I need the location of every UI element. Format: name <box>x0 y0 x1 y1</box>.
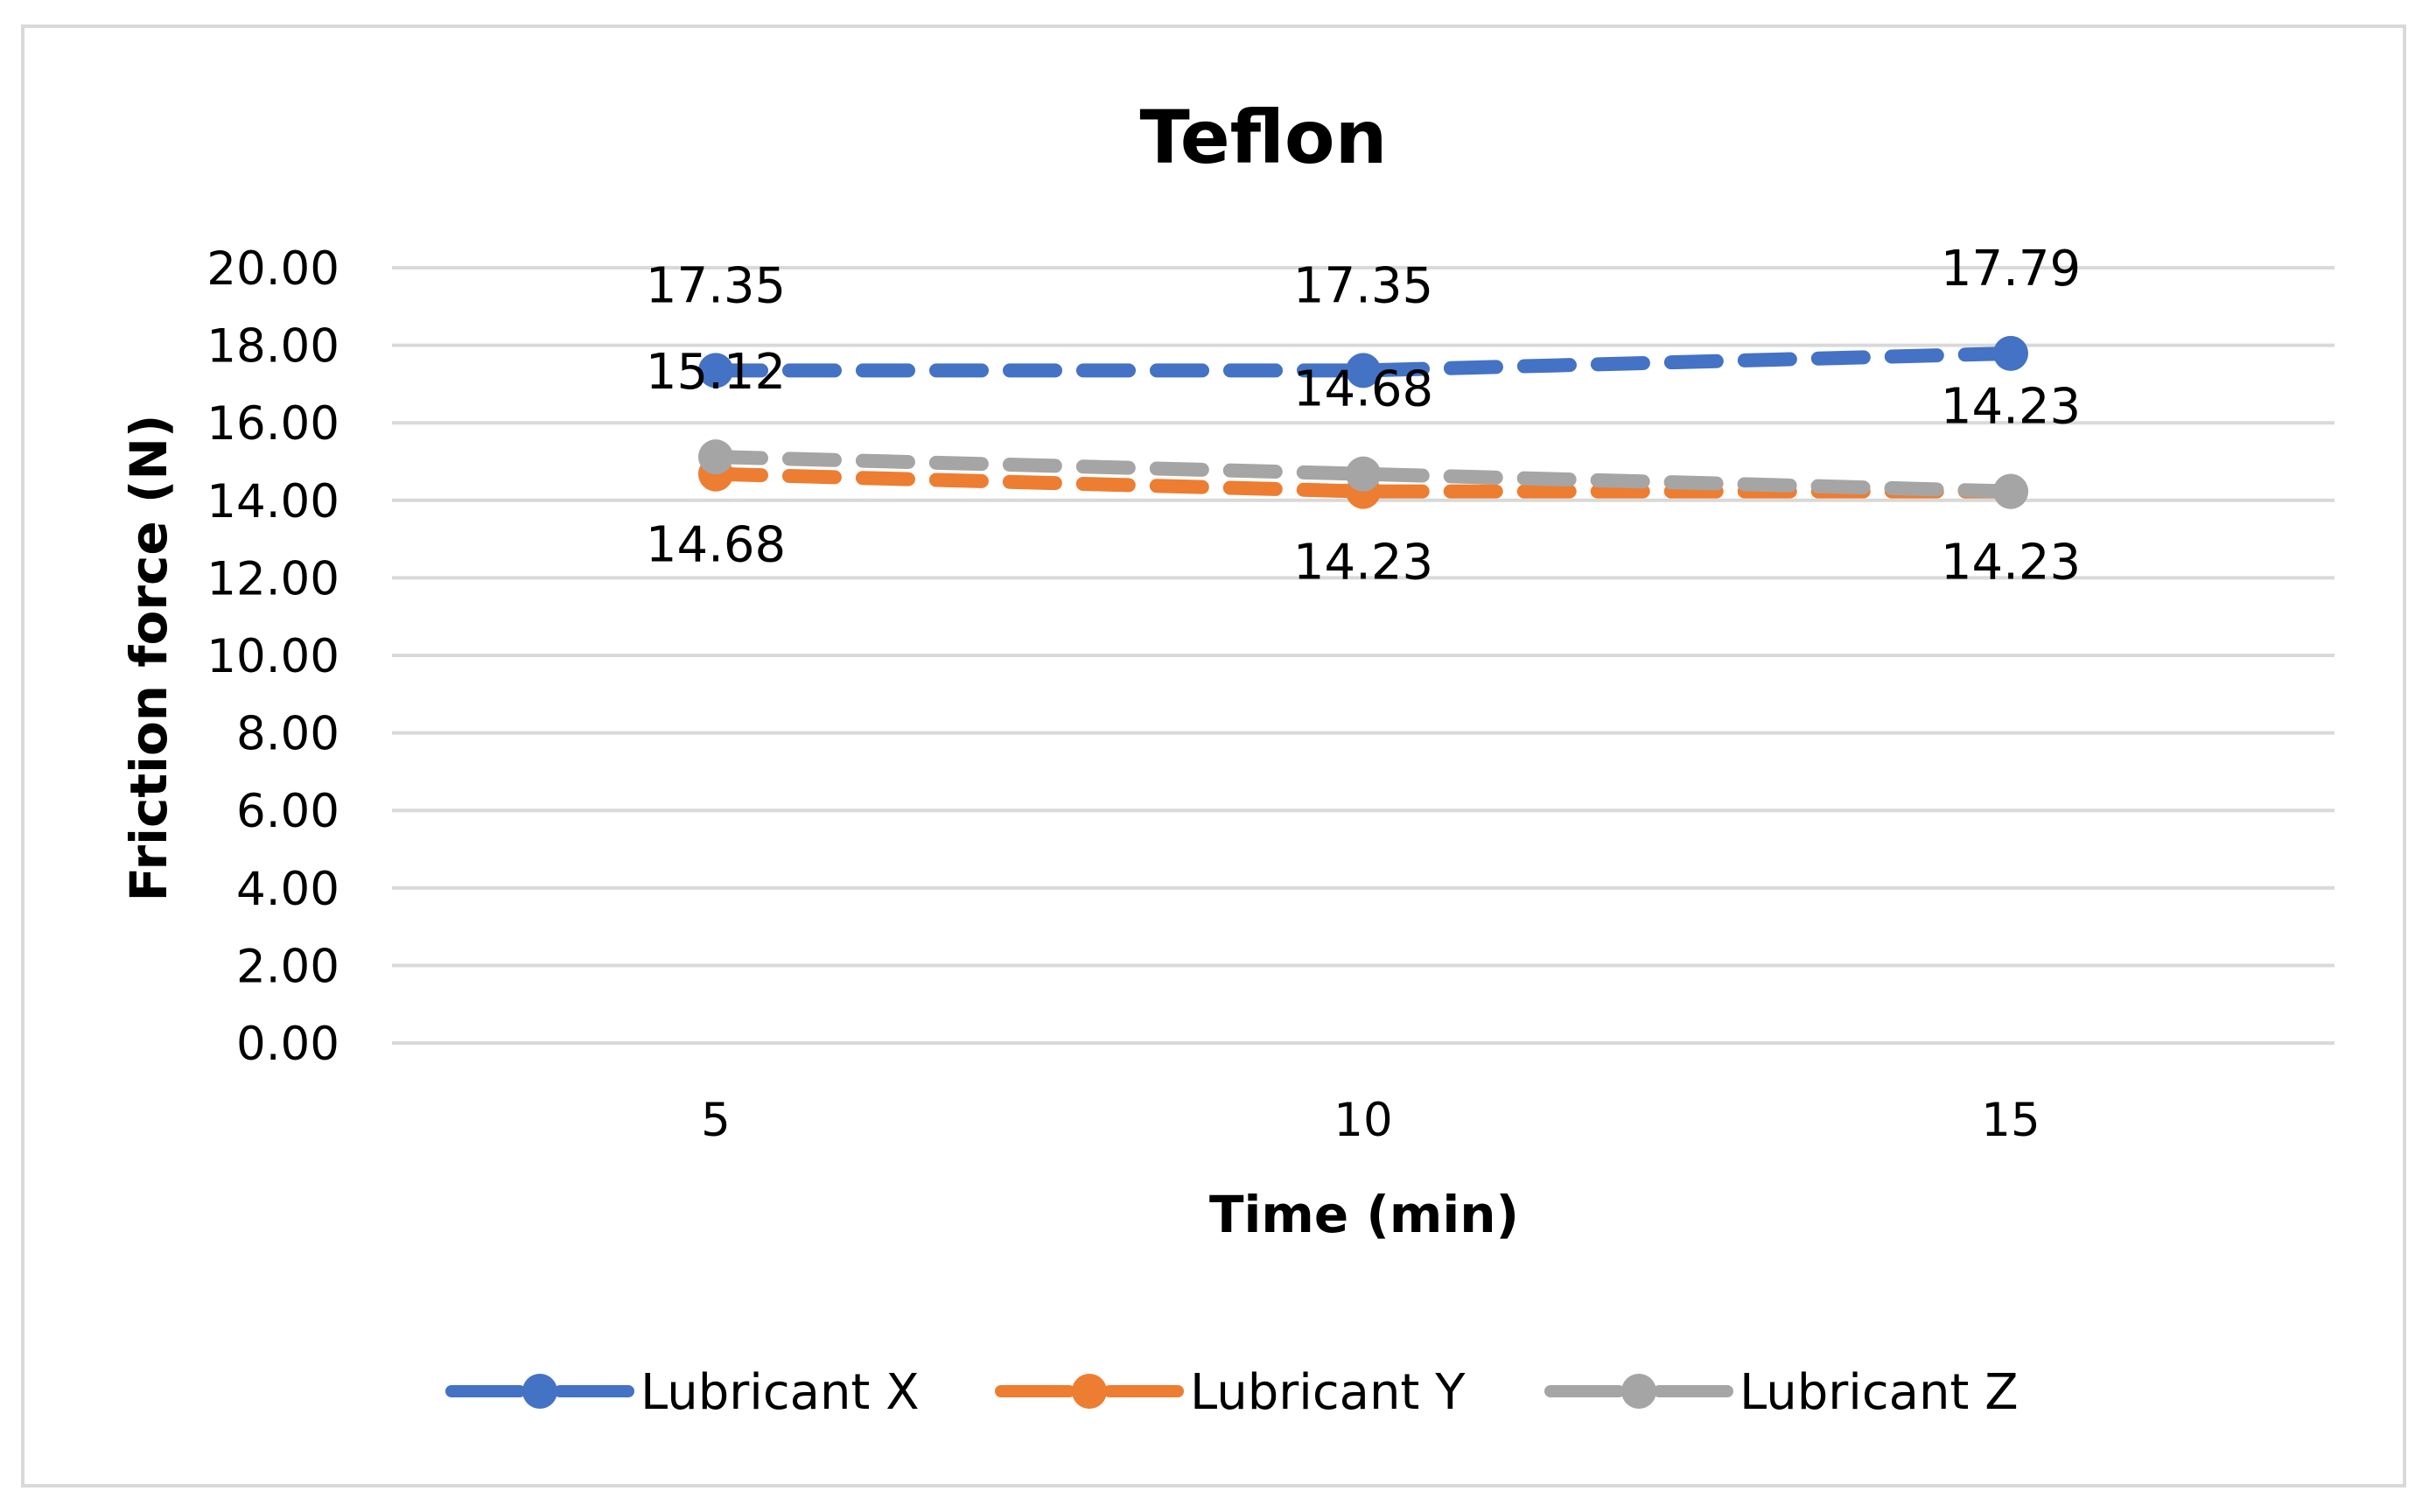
data-label: 14.23 <box>1941 379 2081 436</box>
data-label: 14.68 <box>646 517 786 574</box>
y-tick-label: 14.00 <box>206 475 340 528</box>
y-tick-label: 18.00 <box>206 320 340 374</box>
data-label: 14.23 <box>1941 535 2081 592</box>
x-tick-labels: 5 10 15 <box>701 1094 2040 1147</box>
data-point <box>698 439 733 475</box>
data-label: 17.79 <box>1941 241 2081 298</box>
series-line <box>709 466 2018 499</box>
data-label: 17.35 <box>1293 257 1433 314</box>
y-tick-label: 2.00 <box>236 940 340 993</box>
y-tick-label: 12.00 <box>206 552 340 606</box>
y-tick-label: 20.00 <box>206 242 340 296</box>
legend-label: Lubricant Y <box>1190 1364 1466 1421</box>
x-axis-title: Time (min) <box>1209 1185 1519 1244</box>
y-tick-label: 8.00 <box>236 708 340 761</box>
chart-title: Teflon <box>1140 94 1388 180</box>
data-label: 14.23 <box>1293 535 1433 592</box>
data-point <box>1346 456 1381 492</box>
data-point <box>1993 473 2028 509</box>
legend: Lubricant X Lubricant Y Lubricant Z <box>445 1364 2019 1421</box>
data-point <box>1993 335 2028 371</box>
legend-marker <box>522 1374 557 1409</box>
legend-marker <box>1072 1374 1107 1409</box>
legend-label: Lubricant X <box>640 1364 920 1421</box>
data-label: 15.12 <box>646 344 786 401</box>
x-tick-label: 5 <box>701 1094 731 1147</box>
data-labels: 17.35 17.35 17.79 14.68 14.23 14.23 15.12 14.68… <box>646 241 2081 592</box>
x-tick-label: 10 <box>1334 1094 1392 1147</box>
legend-marker <box>1621 1374 1656 1409</box>
y-tick-label: 4.00 <box>236 863 340 916</box>
series-line <box>709 346 2018 378</box>
data-point <box>698 353 733 388</box>
legend-label: Lubricant Z <box>1740 1364 2019 1421</box>
data-point <box>1346 353 1381 388</box>
y-tick-label: 6.00 <box>236 785 340 838</box>
x-tick-label: 15 <box>1981 1094 2040 1147</box>
y-tick-label: 10.00 <box>206 630 340 683</box>
gridlines <box>392 266 2334 1045</box>
series-lines <box>698 335 2028 509</box>
y-axis-title: Friction force (N) <box>119 415 178 902</box>
data-label: 14.68 <box>1293 361 1433 418</box>
y-tick-label: 0.00 <box>236 1018 340 1071</box>
data-label: 17.35 <box>646 257 786 314</box>
y-tick-label: 16.00 <box>206 397 340 451</box>
series-line <box>709 450 2018 499</box>
y-tick-labels: 0.00 2.00 4.00 6.00 8.00 10.00 12.00 14.00 16.00… <box>206 242 340 1071</box>
